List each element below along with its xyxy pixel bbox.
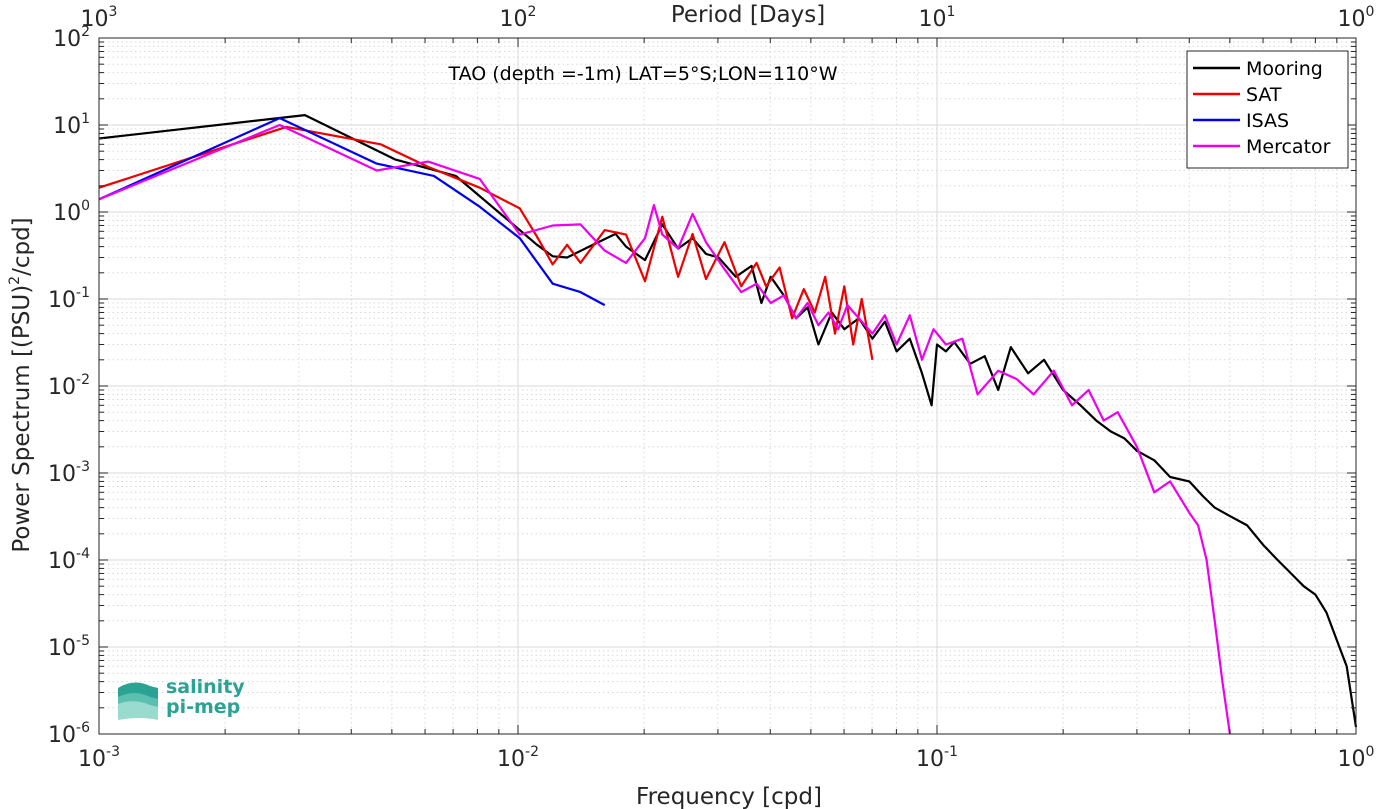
axes-box [98,37,1357,735]
x-tick-label: 10-2 [497,744,539,772]
legend-items: Mooring SAT ISAS Mercator [1193,58,1331,158]
logo-line2: pi-mep [166,696,240,718]
top-tick-label: 103 [81,4,118,32]
x-tick-labels: 10-3 10-2 10-1 100 [78,744,1374,772]
legend-label-mooring: Mooring [1246,58,1323,80]
y-tick-label: 10-3 [48,459,90,487]
series-lines [98,113,1358,735]
y-tick-label: 10-6 [48,720,90,748]
series-line-isas [98,116,606,307]
top-axis-label: Period [Days] [671,2,825,28]
y-tick-label: 10-2 [48,372,90,400]
top-tick-label: 100 [1338,4,1375,32]
y-axis-label-main: Power Spectrum [(PSU) [9,285,35,553]
grid-lines [98,38,1356,735]
chart-title: TAO (depth =-1m) LAT=5°S;LON=110°W [447,63,837,85]
top-tick-label: 101 [919,4,956,32]
y-axis-label: Power Spectrum [(PSU)2/cpd] [7,217,35,552]
x-tick-label: 10-3 [78,744,120,772]
x-tick-label: 100 [1338,744,1375,772]
top-tick-labels: 103 102 101 100 [81,4,1375,32]
y-tick-label: 10-5 [48,633,90,661]
legend-label-sat: SAT [1246,84,1282,106]
legend-label-mercator: Mercator [1246,136,1331,158]
y-tick-label: 100 [53,198,90,226]
y-axis-label-suffix: /cpd] [9,217,35,276]
legend-box [1186,50,1349,169]
y-tick-label: 102 [53,24,90,52]
series-line-sat [98,125,874,360]
x-tick-label: 10-1 [916,744,958,772]
logo-line1: salinity [166,676,245,698]
series-line-mooring [98,113,1358,728]
salinity-pi-mep-logo: salinity pi-mep [118,676,245,720]
legend: Mooring SAT ISAS Mercator [1186,50,1349,169]
logo-waves-icon [118,682,158,720]
y-tick-label: 101 [53,111,90,139]
y-tick-labels: 10-6 10-5 10-4 10-3 10-2 10-1 100 101 102 [48,24,90,748]
series-line-mercator [98,123,1231,735]
y-tick-label: 10-4 [48,546,90,574]
x-axis-label: Frequency [cpd] [636,784,822,809]
y-axis-label-sup: 2 [7,276,23,285]
top-tick-label: 102 [500,4,537,32]
y-tick-label: 10-1 [48,285,90,313]
legend-label-isas: ISAS [1246,110,1289,132]
